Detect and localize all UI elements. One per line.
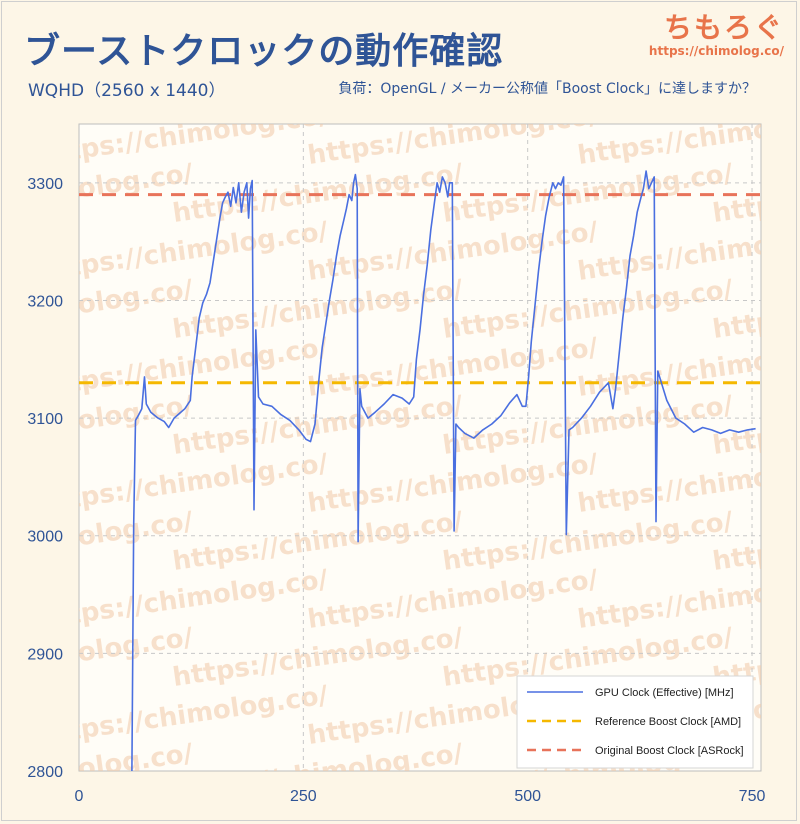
chart-title: ブーストクロックの動作確認 [24, 31, 504, 72]
chart-note: 負荷：OpenGL / メーカー公称値「Boost Clock」に達しますか？ [338, 81, 756, 97]
chart-subtitle: WQHD（2560 x 1440） [28, 81, 226, 101]
y-tick-label: 3200 [27, 293, 63, 310]
legend-label: GPU Clock (Effective) [MHz] [595, 687, 734, 699]
watermark-text: https://chimolog.co/ [0, 680, 60, 751]
legend: GPU Clock (Effective) [MHz] Reference Boo… [516, 675, 754, 769]
y-tick-label: 3300 [27, 176, 63, 193]
legend-label: Reference Boost Clock [AMD] [595, 716, 741, 728]
plot-background [78, 123, 762, 772]
x-tick-label: 500 [514, 788, 541, 805]
logo-text: ちもろぐ [663, 11, 784, 44]
watermark-text: https://chimolog.co/ [0, 564, 60, 635]
watermark-text: https://chimolog.co/ [0, 216, 60, 287]
x-tick-label: 0 [75, 788, 84, 805]
y-tick-label: 2800 [27, 764, 63, 781]
site-logo: ちもろぐ https://chimolog.co/ [649, 6, 784, 58]
tick-labels: 2800 2900 3000 3100 3200 3300 0 250 500 750 [27, 176, 765, 805]
x-tick-label: 750 [739, 788, 766, 805]
watermark-text: https://chimolog.co/ [0, 448, 60, 519]
series-gpu-clock-line [131, 170, 756, 772]
y-tick-label: 3000 [27, 529, 63, 546]
logo-url: https://chimolog.co/ [648, 44, 784, 58]
y-tick-label: 2900 [27, 646, 63, 663]
y-tick-label: 3100 [27, 411, 63, 428]
series-layer [79, 170, 761, 772]
watermark-text: https://chimolog.co/ [0, 332, 60, 403]
watermark-text: https://chimolog.co/ [0, 100, 60, 171]
x-tick-label: 250 [290, 788, 317, 805]
legend-label: Original Boost Clock [ASRock] [595, 745, 744, 757]
plot-area [78, 123, 762, 772]
